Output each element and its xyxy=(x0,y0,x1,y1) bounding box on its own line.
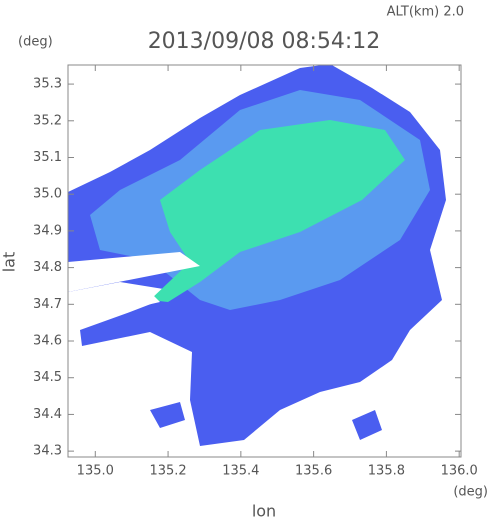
y-tick-label: 34.8 xyxy=(33,260,62,275)
altitude-label: ALT(km) 2.0 xyxy=(387,5,464,20)
x-tick-label: 135.0 xyxy=(77,464,114,479)
x-tick-label: 135.4 xyxy=(222,464,259,479)
y-tick-label: 35.1 xyxy=(33,150,62,165)
y-tick-label: 35.2 xyxy=(33,113,62,128)
y-tick-label: 34.9 xyxy=(33,223,62,238)
radar-echo xyxy=(68,65,446,446)
y-tick-label: 34.7 xyxy=(33,297,62,312)
x-tick-label: 136.0 xyxy=(441,464,478,479)
y-tick-label: 34.5 xyxy=(33,370,62,385)
plot-frame xyxy=(67,64,462,458)
y-tick-label: 35.3 xyxy=(33,77,62,92)
y-tick-label: 34.3 xyxy=(33,444,62,459)
y-tick-label: 34.6 xyxy=(33,334,62,349)
y-tick-label: 34.4 xyxy=(33,407,62,422)
y-axis-label: lat xyxy=(0,252,19,273)
x-tick-label: 135.8 xyxy=(368,464,405,479)
x-tick-label: 135.2 xyxy=(149,464,186,479)
x-unit: (deg) xyxy=(453,485,488,500)
y-unit: (deg) xyxy=(18,35,53,50)
y-tick-label: 35.0 xyxy=(33,187,62,202)
x-axis-label: lon xyxy=(252,502,276,521)
x-tick-label: 135.6 xyxy=(295,464,332,479)
chart-title: 2013/09/08 08:54:12 xyxy=(148,29,381,54)
